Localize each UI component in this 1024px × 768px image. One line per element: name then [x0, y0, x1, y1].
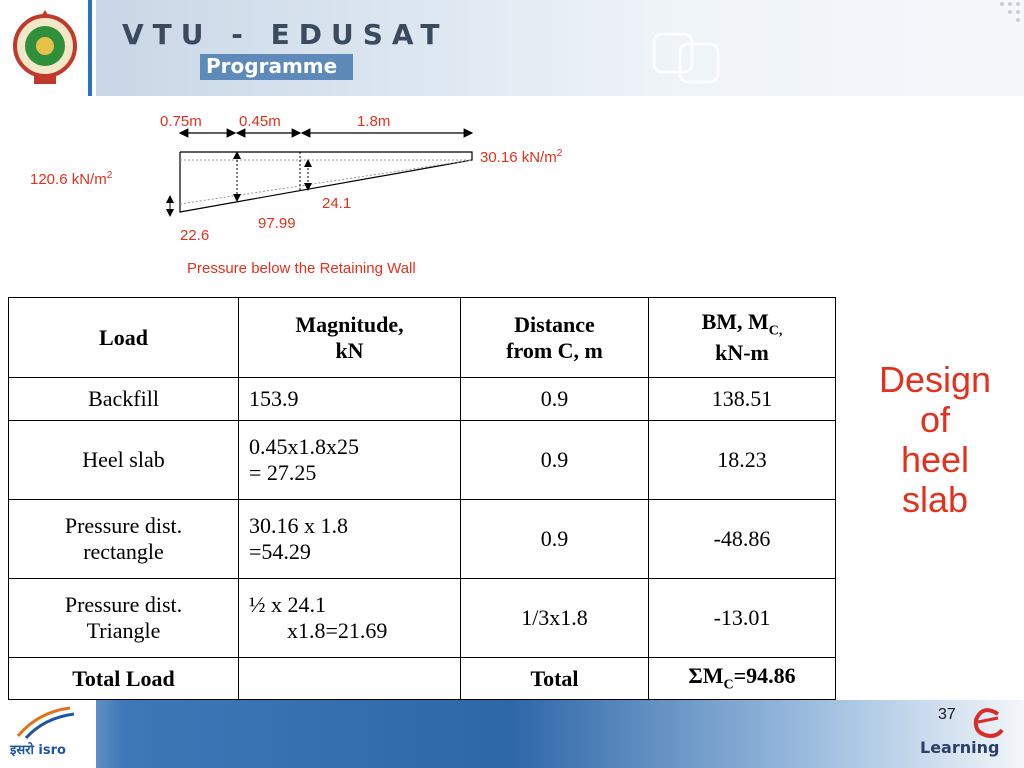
- dim-label-right: 1.8m: [357, 113, 390, 130]
- header-magnitude: Magnitude, kN: [238, 297, 461, 378]
- slide-title: Design of heel slab: [878, 359, 992, 520]
- cell-distance: 0.9: [460, 499, 649, 579]
- pressure-left-label: 120.6 kN/m2: [30, 170, 113, 188]
- table-row: Backfill 153.9 0.9 138.51: [8, 377, 836, 421]
- ordinate-24-label: 24.1: [322, 195, 351, 212]
- vtu-e-logo-icon: [973, 708, 1004, 739]
- table-row: Pressure dist. Triangle ½ x 24.1 x1.8=21.6…: [8, 578, 836, 658]
- table-header-row: Load Magnitude, kN Distance from C, m BM, …: [8, 297, 836, 378]
- cell-magnitude: 0.45x1.8x25 = 27.25: [238, 420, 461, 500]
- banner-background: [96, 0, 1024, 96]
- header-distance: Distance from C, m: [460, 297, 649, 378]
- cell-distance: 0.9: [460, 420, 649, 500]
- pressure-right-label: 30.16 kN/m2: [480, 148, 563, 166]
- banner-title: VTU - EDUSAT: [122, 18, 449, 51]
- ordinate-22-label: 22.6: [180, 227, 209, 244]
- diagram-caption: Pressure below the Retaining Wall: [187, 260, 416, 277]
- pressure-diagram: 0.75m 0.45m 1.8m 30.16 kN/m2 120.6 kN/m2…: [30, 113, 563, 277]
- dotted-base-line: [179, 159, 473, 205]
- cell-load: Backfill: [8, 377, 239, 421]
- cell-distance: 0.9: [460, 377, 649, 421]
- header-bm: BM, MC, kN-m: [648, 297, 836, 378]
- cell-bm: -13.01: [648, 578, 836, 658]
- table-row: Heel slab 0.45x1.8x25 = 27.25 0.9 18.23: [8, 420, 836, 500]
- cell-total-load: Total Load: [8, 657, 239, 700]
- corner-decoration-icon: [1000, 2, 1020, 22]
- cell-total-bm: ΣMC=94.86: [648, 657, 836, 700]
- logo-container: [0, 0, 92, 96]
- pressure-outline: [179, 151, 473, 213]
- dim-label-mid: 0.45m: [239, 113, 281, 130]
- cell-magnitude: ½ x 24.1 x1.8=21.69: [238, 578, 461, 658]
- learning-brand: Learning: [920, 738, 1000, 757]
- cell-load: Heel slab: [8, 420, 239, 500]
- footer-bar: [0, 700, 1024, 768]
- isro-logo-container: इसरो isro: [0, 700, 96, 768]
- cell-load: Pressure dist. rectangle: [8, 499, 239, 579]
- bending-moment-table: Load Magnitude, kN Distance from C, m BM, …: [8, 297, 836, 700]
- cell-bm: 18.23: [648, 420, 836, 500]
- cell-magnitude: 153.9: [238, 377, 461, 421]
- vtu-logo-icon: [13, 10, 77, 84]
- ordinate-97-label: 97.99: [258, 215, 296, 232]
- header-load: Load: [8, 297, 239, 378]
- decorative-squares-icon: [652, 32, 720, 84]
- isro-rocket-icon: [16, 706, 75, 740]
- cell-magnitude: 30.16 x 1.8 =54.29: [238, 499, 461, 579]
- cell-load: Pressure dist. Triangle: [8, 578, 239, 658]
- cell-bm: 138.51: [648, 377, 836, 421]
- table-row: Pressure dist. rectangle 30.16 x 1.8 =54.2…: [8, 499, 836, 579]
- table-total-row: Total Load Total ΣMC=94.86: [8, 657, 836, 700]
- isro-logo-text: इसरो isro: [10, 743, 66, 758]
- cell-total-empty: [238, 657, 461, 700]
- cell-bm: -48.86: [648, 499, 836, 579]
- banner-subtitle: Programme: [200, 54, 354, 80]
- header-banner: VTU - EDUSAT Programme: [0, 0, 1024, 96]
- cell-distance: 1/3x1.8: [460, 578, 649, 658]
- page-number: 37: [938, 706, 956, 723]
- dim-label-left: 0.75m: [160, 113, 202, 130]
- cell-total-label: Total: [460, 657, 649, 700]
